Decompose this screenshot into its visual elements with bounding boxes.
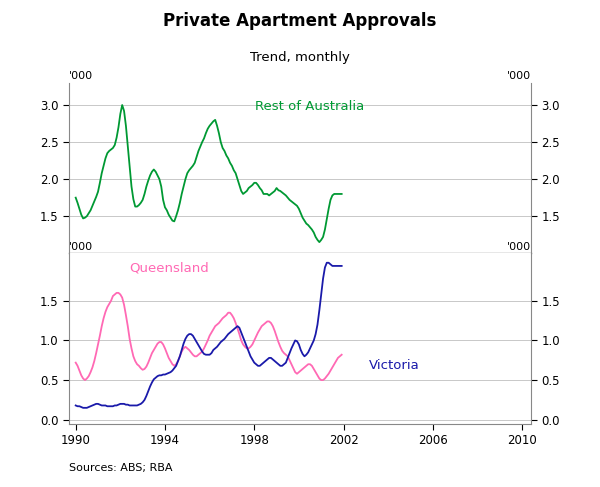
Text: Queensland: Queensland (129, 262, 209, 275)
Text: '000: '000 (68, 71, 92, 81)
Text: Rest of Australia: Rest of Australia (254, 100, 364, 113)
Text: Sources: ABS; RBA: Sources: ABS; RBA (69, 463, 173, 473)
Text: '000: '000 (68, 242, 92, 251)
Text: '000: '000 (508, 71, 532, 81)
Text: Trend, monthly: Trend, monthly (250, 51, 350, 64)
Text: Victoria: Victoria (370, 359, 420, 372)
Text: '000: '000 (508, 242, 532, 251)
Text: Private Apartment Approvals: Private Apartment Approvals (163, 12, 437, 30)
